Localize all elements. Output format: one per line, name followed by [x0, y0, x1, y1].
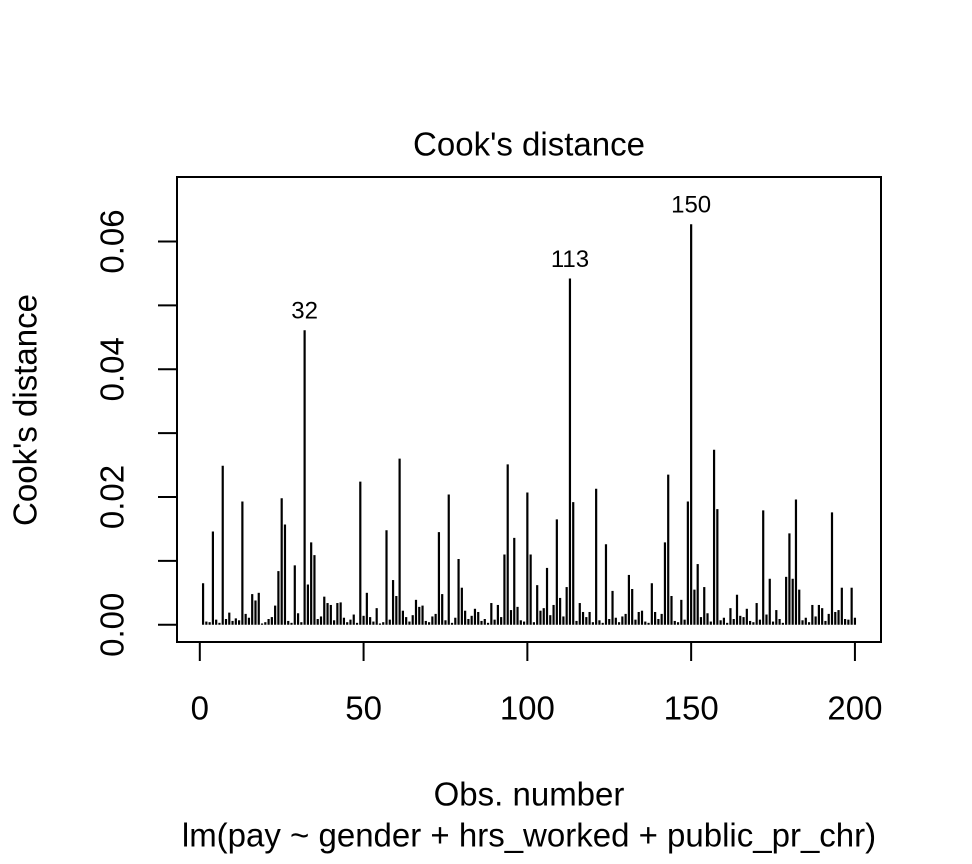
point-label: 150: [671, 192, 711, 219]
y-axis-label: Cook's distance: [7, 294, 44, 526]
x-tick-label: 50: [345, 690, 382, 727]
x-tick-label: 0: [191, 690, 209, 727]
x-tick-label: 150: [664, 690, 719, 727]
x-axis-label: Obs. number: [434, 776, 625, 813]
y-tick-label: 0.04: [94, 337, 131, 401]
chart-title: Cook's distance: [413, 126, 645, 163]
y-tick-label: 0.06: [94, 209, 131, 273]
x-tick-label: 200: [827, 690, 882, 727]
y-tick-label: 0.02: [94, 465, 131, 529]
x-tick-label: 100: [500, 690, 555, 727]
y-tick-label: 0.00: [94, 593, 131, 657]
point-label: 113: [551, 246, 589, 273]
point-label: 32: [291, 298, 318, 325]
subtitle: lm(pay ~ gender + hrs_worked + public_pr…: [182, 817, 876, 854]
